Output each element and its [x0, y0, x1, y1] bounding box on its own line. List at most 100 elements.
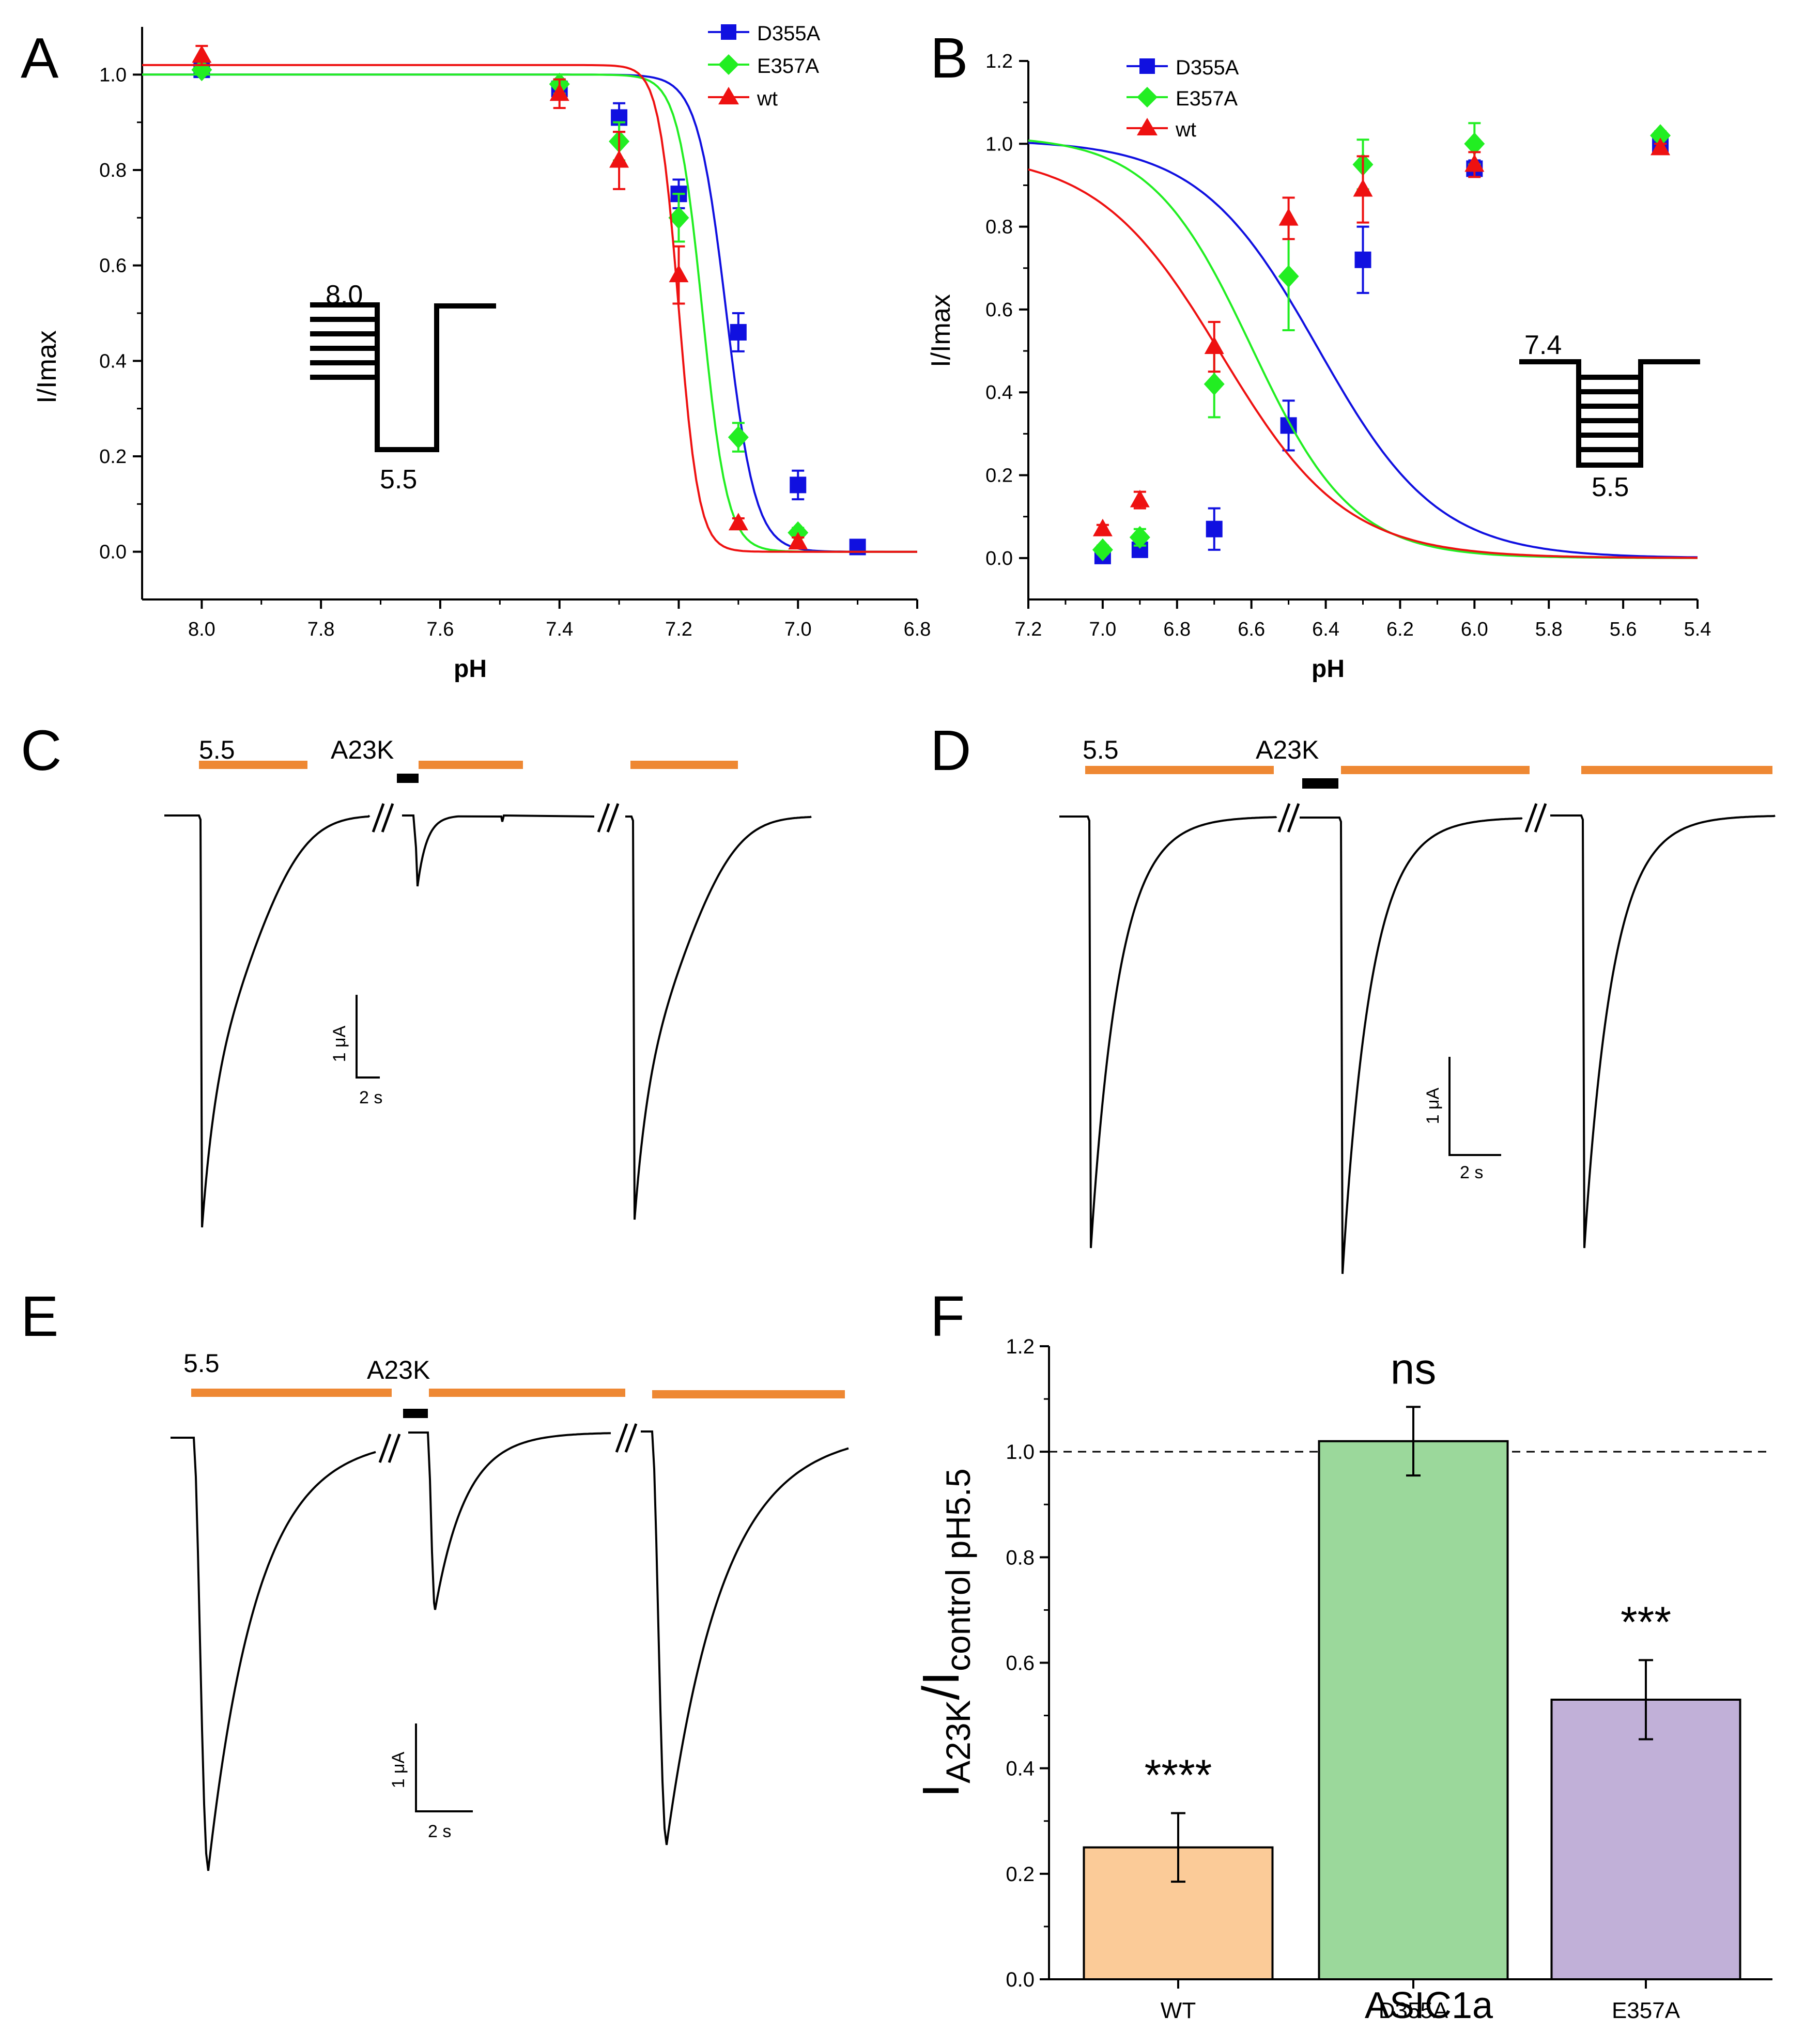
point-e357a	[1092, 538, 1113, 561]
chart-f-ytick-label: 0.8	[1006, 1546, 1035, 1569]
legend-b-wt-marker	[1137, 118, 1158, 135]
chart-b-ylabel: I/Imax	[926, 294, 956, 367]
chart-f-ylabel-sub2: control pH5.5	[939, 1468, 977, 1671]
point-wt	[1130, 489, 1150, 507]
trace-d-ph-label: 5.5	[1083, 735, 1119, 764]
legend-b-d355a-marker	[1139, 58, 1155, 74]
point-wt	[1353, 179, 1373, 197]
point-d355a	[790, 476, 807, 494]
trace-d-toxin-label: A23K	[1256, 735, 1319, 764]
chart-b-inset-bottom-label: 5.5	[1592, 472, 1629, 502]
panel-label-b: B	[930, 26, 968, 90]
trace-d-scale-y: 1 μA	[1423, 1087, 1443, 1124]
trace-c-scale-y: 1 μA	[330, 1025, 349, 1062]
chart-b-ytick-label: 0.6	[985, 299, 1013, 321]
chart-a-xtick-label: 7.4	[546, 619, 573, 640]
chart-a-xlabel: pH	[454, 655, 487, 683]
chart-b-xtick-label: 6.2	[1386, 619, 1414, 640]
point-wt	[1464, 154, 1485, 172]
point-e357a	[1129, 526, 1150, 549]
point-wt	[609, 150, 629, 168]
chart-a-xtick-label: 7.8	[307, 619, 335, 640]
point-wt	[1651, 137, 1671, 156]
chart-b-ytick-label: 0.0	[985, 548, 1013, 569]
legend-a-e357a: E357A	[757, 55, 819, 78]
point-e357a	[1278, 265, 1299, 288]
chart-b-xtick-label: 6.8	[1163, 619, 1191, 640]
legend-a-wt-marker	[718, 87, 739, 104]
category-label-e357a: E357A	[1612, 1998, 1680, 2023]
panel-label-d: D	[930, 719, 971, 782]
point-wt	[1092, 518, 1113, 536]
trace-d-current	[1059, 814, 1776, 1274]
trace-c-application-bars	[199, 761, 738, 783]
point-wt	[1204, 336, 1224, 355]
chart-a-ytick-label: 0.4	[99, 350, 127, 372]
chart-a-protocol-inset	[310, 302, 496, 452]
bar-e357a	[1550, 1698, 1741, 1980]
point-e357a	[1650, 124, 1671, 147]
point-d355a	[1354, 251, 1371, 268]
chart-a-ytick-label: 0.6	[99, 255, 127, 277]
chart-f-ytick-label: 0.0	[1006, 1968, 1035, 1991]
chart-a-inset-bottom-label: 5.5	[380, 465, 417, 495]
chart-f-bars: **** ns ***	[1083, 1344, 1741, 1981]
point-wt	[1278, 208, 1299, 226]
chart-b-axes: 7.2 7.0 6.8 6.6 6.4 6.2 6.0 5.8 5.6 5.4 0.0 0.2 0.4 0…	[985, 51, 1711, 640]
chart-b-xtick-label: 6.0	[1461, 619, 1488, 640]
errorbar-wt	[1171, 1812, 1185, 1883]
trace-c-scale-x: 2 s	[359, 1088, 382, 1107]
point-e357a	[728, 426, 749, 449]
chart-b-ytick-label: 1.0	[985, 133, 1013, 155]
legend-b-d355a: D355A	[1176, 56, 1239, 79]
chart-f-xlabel: ASIC1a	[1365, 1985, 1493, 2026]
trace-d-scale-bar: 1 μA 2 s	[1423, 1057, 1501, 1182]
chart-f-ylabel: IA23K/Icontrol pH5.5	[912, 1468, 977, 1797]
trace-d-break-marks	[1277, 803, 1547, 833]
panel-d: D 5.5 A23K 1 μA 2 s	[930, 719, 1776, 1274]
point-wt	[788, 532, 808, 550]
chart-b-xtick-label: 7.0	[1089, 619, 1116, 640]
chart-b-protocol-inset	[1519, 359, 1700, 468]
chart-b-inset-top-label: 7.4	[1524, 330, 1562, 360]
chart-a-legend: D355A E357A wt	[708, 22, 821, 110]
chart-a-ylabel: I/Imax	[32, 330, 62, 404]
trace-c-ph-label: 5.5	[199, 735, 235, 764]
point-wt	[728, 513, 748, 531]
chart-b-xtick-label: 5.6	[1610, 619, 1637, 640]
trace-e-toxin-label: A23K	[367, 1356, 430, 1384]
chart-a-xtick-label: 7.2	[665, 619, 692, 640]
chart-a-series	[142, 44, 917, 556]
legend-b-e357a: E357A	[1176, 87, 1238, 110]
chart-a-ytick-label: 0.0	[99, 542, 127, 563]
chart-b-ytick-label: 1.2	[985, 51, 1013, 72]
chart-f-ytick-label: 0.2	[1006, 1863, 1035, 1886]
panel-f: F 0.00.20.40.60.81.01.2WT D355A E357A ****…	[912, 1285, 1772, 2026]
panel-a: A 8.0 7.8 7.6 7.4 7.2 7.0 6.8 0.0 0.2 0.4 0.6 0.8 1.…	[21, 22, 931, 683]
chart-b-xlabel: pH	[1312, 655, 1345, 683]
chart-a-xtick-label: 7.0	[784, 619, 812, 640]
legend-b-wt: wt	[1175, 118, 1196, 141]
legend-a-d355a-marker	[721, 24, 736, 40]
trace-d-application-bars	[1085, 766, 1772, 789]
chart-b-ytick-label: 0.4	[985, 382, 1013, 404]
trace-c-toxin-label: A23K	[331, 735, 394, 764]
trace-c-break-marks	[372, 803, 620, 833]
point-e357a	[1464, 132, 1485, 156]
trace-c-scale-bar: 1 μA 2 s	[330, 995, 382, 1107]
trace-e-break-marks	[378, 1423, 638, 1463]
chart-f-ytick-label: 1.0	[1006, 1441, 1035, 1464]
chart-b-ytick-label: 0.8	[985, 217, 1013, 238]
chart-b-series	[1028, 122, 1698, 564]
chart-a-inset-top-label: 8.0	[326, 280, 363, 310]
category-label-d355a: D355A	[1379, 1998, 1448, 2023]
errorbar-d355a	[1406, 1406, 1421, 1477]
point-wt	[669, 265, 689, 283]
chart-f-ylabel-sub1: A23K	[939, 1700, 977, 1783]
chart-f-ylabel-slash: /I	[912, 1671, 970, 1700]
fit-curve-d355a	[1028, 142, 1698, 559]
trace-e-ph-label: 5.5	[183, 1349, 220, 1378]
trace-d-scale-x: 2 s	[1460, 1163, 1483, 1182]
legend-a-d355a: D355A	[757, 22, 821, 45]
